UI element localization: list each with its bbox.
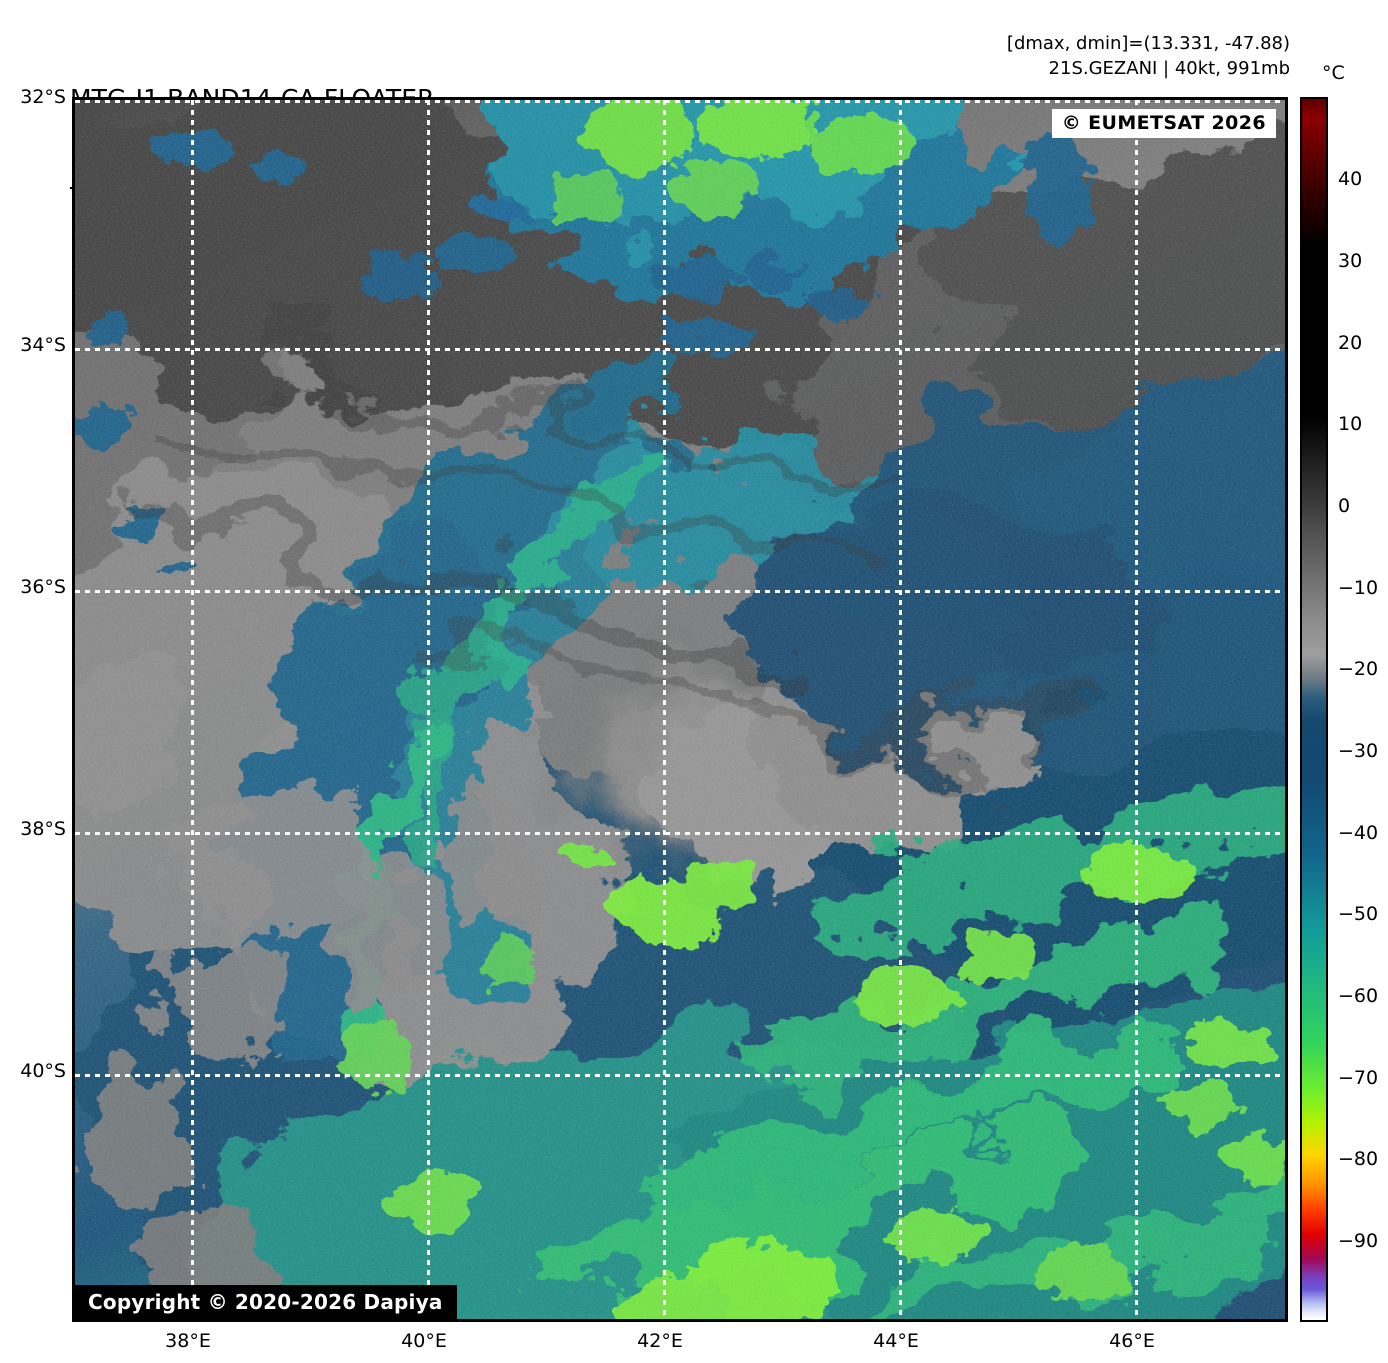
gridline-lon-38 [191, 100, 194, 1319]
gridline-lat-40 [75, 1074, 1285, 1077]
colorbar-tick-m10: −10 [1338, 577, 1379, 599]
ytick-label-34S: 34°S [20, 334, 66, 356]
colorbar-tick-m40: −40 [1338, 822, 1379, 844]
colorbar-tick-m90: −90 [1338, 1230, 1379, 1252]
colorbar[interactable] [1300, 97, 1328, 1322]
ytick-label-36S: 36°S [20, 576, 66, 598]
colorbar-tick-m20: −20 [1338, 658, 1379, 680]
gridline-lon-40 [427, 100, 430, 1319]
colorbar-tick-m30: −30 [1338, 740, 1379, 762]
xtick-label-38E: 38°E [165, 1330, 211, 1352]
eumetsat-attribution-badge: © EUMETSAT 2026 [1051, 109, 1276, 138]
colorbar-tick-m70: −70 [1338, 1067, 1379, 1089]
header-info-block: [dmax, dmin]=(13.331, -47.88) 21S.GEZANI… [1007, 32, 1290, 82]
gridline-lon-46 [1135, 100, 1138, 1319]
ytick-label-38S: 38°S [20, 818, 66, 840]
gridline-lat-36 [75, 590, 1285, 593]
colorbar-tick-m60: −60 [1338, 985, 1379, 1007]
copyright-badge: Copyright © 2020-2026 Dapiya [75, 1285, 457, 1319]
gridline-lat-32 [75, 100, 1285, 103]
gridline-lat-34 [75, 348, 1285, 351]
colorbar-gradient [1302, 99, 1326, 1320]
colorbar-tick-m50: −50 [1338, 903, 1379, 925]
xtick-label-40E: 40°E [401, 1330, 447, 1352]
xtick-label-42E: 42°E [637, 1330, 683, 1352]
xtick-label-46E: 46°E [1109, 1330, 1155, 1352]
gridline-lat-38 [75, 832, 1285, 835]
colorbar-tick-0: 0 [1338, 495, 1351, 517]
colorbar-unit-label: °C [1322, 62, 1345, 84]
ytick-label-32S: 32°S [20, 86, 66, 108]
colorbar-tick-20: 20 [1338, 332, 1363, 354]
xtick-label-44E: 44°E [873, 1330, 919, 1352]
data-range-label: [dmax, dmin]=(13.331, -47.88) [1006, 33, 1290, 54]
colorbar-tick-30: 30 [1338, 250, 1363, 272]
colorbar-tick-40: 40 [1338, 168, 1363, 190]
storm-info-label: 21S.GEZANI | 40kt, 991mb [1048, 57, 1290, 79]
satellite-image-plot[interactable]: © EUMETSAT 2026 Copyright © 2020-2026 Da… [72, 97, 1288, 1322]
gridline-lon-44 [899, 100, 902, 1319]
gridline-lon-42 [663, 100, 666, 1319]
colorbar-tick-10: 10 [1338, 413, 1363, 435]
ytick-label-40S: 40°S [20, 1060, 66, 1082]
satellite-infrared-imagery [75, 100, 1285, 1319]
colorbar-tick-m80: −80 [1338, 1148, 1379, 1170]
